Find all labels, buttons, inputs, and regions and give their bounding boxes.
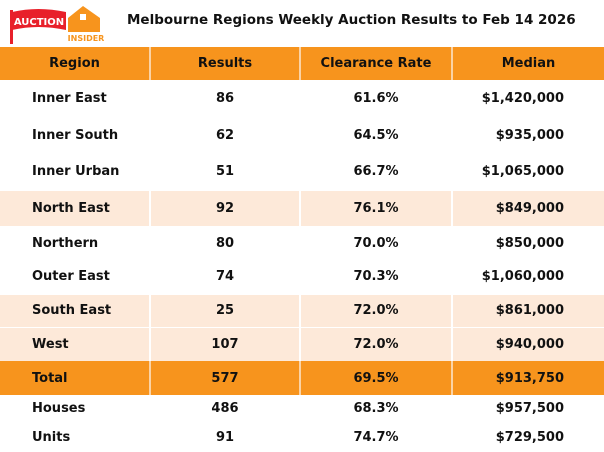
region-cell: Inner East (32, 91, 107, 106)
median-cell: $1,065,000 (481, 163, 564, 179)
header-region: Region (0, 47, 150, 80)
results-cell: 51 (215, 163, 235, 179)
clearance-rate-cell: 70.3% (353, 269, 399, 285)
region-cell: West (0, 326, 150, 361)
median-cell: $729,500 (495, 429, 564, 445)
auction-results-table: Region Results Clearance Rate Median Inn… (0, 47, 604, 452)
auction-insider-logo: AUCTION INSIDER (10, 6, 105, 44)
region-cell: Outer East (32, 269, 110, 285)
median-cell: $850,000 (495, 235, 564, 251)
clearance-rate-cell: 72.0% (299, 326, 452, 361)
table-row: West 107 72.0% $940,000 (0, 326, 604, 361)
results-cell: 92 (149, 189, 300, 226)
header-median: Median (451, 47, 604, 80)
median-cell: $913,750 (451, 361, 604, 395)
table-row: Inner South 62 64.5% $935,000 (0, 117, 604, 153)
results-cell: 486 (211, 401, 239, 416)
results-cell: 80 (215, 235, 235, 251)
results-cell: 74 (215, 269, 235, 285)
region-cell: Inner Urban (32, 163, 120, 179)
median-cell: $861,000 (451, 293, 604, 327)
table-row: North East 92 76.1% $849,000 (0, 189, 604, 226)
header-clearance-rate: Clearance Rate (299, 47, 452, 80)
table-header-row: Region Results Clearance Rate Median (0, 47, 604, 80)
results-cell: 577 (149, 361, 300, 395)
median-cell: $957,500 (495, 401, 564, 416)
clearance-rate-cell: 74.7% (353, 429, 399, 445)
table-row: Houses 486 68.3% $957,500 (0, 395, 604, 422)
region-cell: Inner South (32, 127, 119, 143)
results-cell: 62 (215, 127, 235, 143)
clearance-rate-cell: 61.6% (353, 91, 399, 106)
table-row: Outer East 74 70.3% $1,060,000 (0, 260, 604, 294)
table-row: Northern 80 70.0% $850,000 (0, 226, 604, 260)
region-cell: Units (32, 429, 71, 445)
region-cell: Northern (32, 235, 99, 251)
table-row: Inner Urban 51 66.7% $1,065,000 (0, 153, 604, 190)
results-cell: 86 (215, 91, 235, 106)
clearance-rate-cell: 72.0% (299, 293, 452, 327)
region-cell: North East (0, 189, 150, 226)
total-row: Total 577 69.5% $913,750 (0, 361, 604, 395)
page-title: Melbourne Regions Weekly Auction Results… (127, 12, 576, 28)
clearance-rate-cell: 76.1% (299, 189, 452, 226)
clearance-rate-cell: 68.3% (353, 401, 399, 416)
median-cell: $940,000 (451, 326, 604, 361)
median-cell: $849,000 (451, 189, 604, 226)
results-cell: 107 (149, 326, 300, 361)
svg-text:AUCTION: AUCTION (14, 17, 64, 28)
median-cell: $935,000 (495, 127, 564, 143)
table-row: Units 91 74.7% $729,500 (0, 422, 604, 452)
clearance-rate-cell: 66.7% (353, 163, 399, 179)
clearance-rate-cell: 70.0% (353, 235, 399, 251)
clearance-rate-cell: 69.5% (299, 361, 452, 395)
clearance-rate-cell: 64.5% (353, 127, 399, 143)
results-cell: 25 (149, 293, 300, 327)
region-cell: South East (0, 293, 150, 327)
svg-text:INSIDER: INSIDER (68, 34, 105, 43)
region-cell: Total (0, 361, 150, 395)
table-row: Inner East 86 61.6% $1,420,000 (0, 80, 604, 117)
region-cell: Houses (32, 401, 86, 416)
median-cell: $1,420,000 (481, 91, 564, 106)
results-cell: 91 (215, 429, 235, 445)
median-cell: $1,060,000 (481, 269, 564, 285)
table-row: South East 25 72.0% $861,000 (0, 293, 604, 327)
header-results: Results (149, 47, 300, 80)
